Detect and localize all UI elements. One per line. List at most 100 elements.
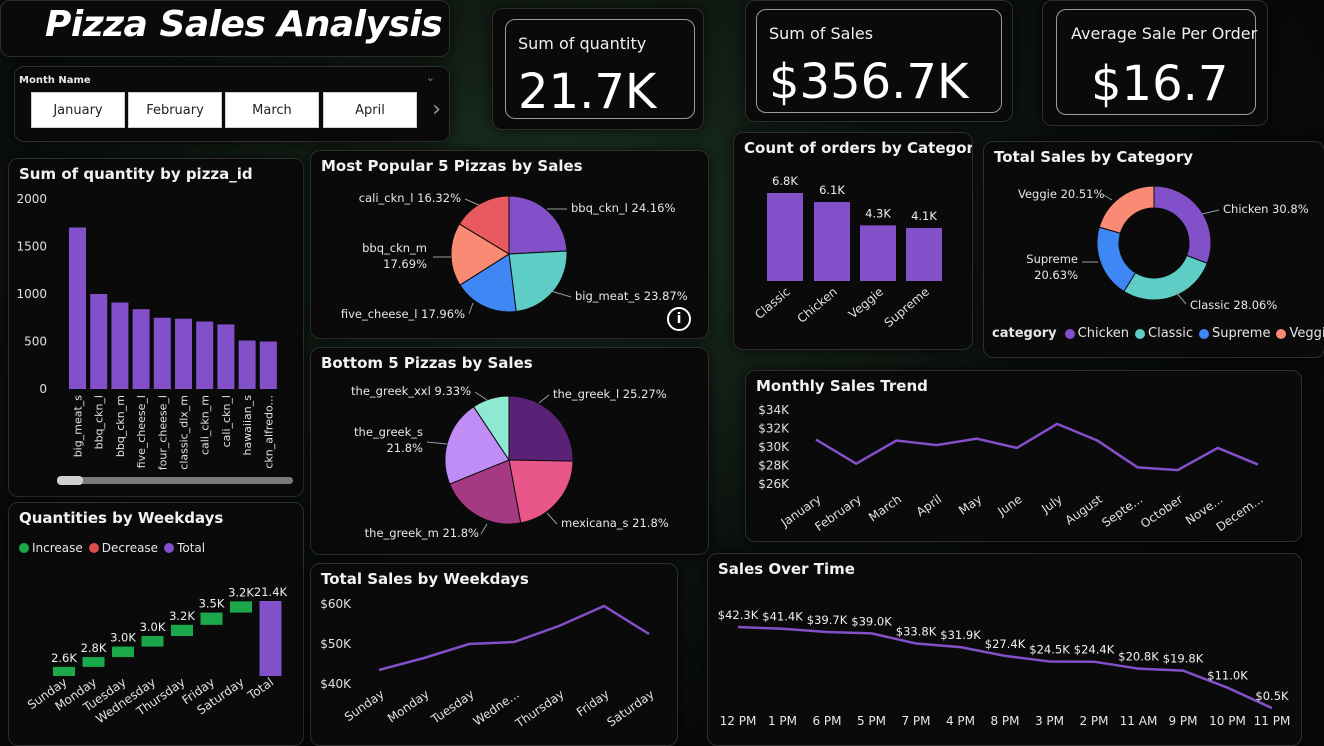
month-button-january[interactable]: January xyxy=(31,92,125,128)
x-tick-label: cali_ckn_l xyxy=(220,395,233,447)
slice-label-the_greek_xxl: the_greek_xxl 9.33% xyxy=(351,384,471,398)
slice-five_cheese_l xyxy=(459,253,517,313)
x-tick-label: 7 PM xyxy=(901,714,930,728)
legend-veggie: Veggie xyxy=(1289,326,1324,341)
data-label: $19.8K xyxy=(1163,652,1204,666)
month-button-february[interactable]: February xyxy=(128,92,222,128)
sales-by-category-title: Total Sales by Category xyxy=(994,148,1194,166)
data-label: $31.9K xyxy=(940,628,981,642)
legend-chicken: Chicken xyxy=(1077,326,1130,341)
data-label: 2.8K xyxy=(81,641,107,655)
bar-Wednesday xyxy=(141,636,164,647)
slice-label-mexicana_s: mexicana_s 21.8% xyxy=(561,516,669,530)
leader-line xyxy=(474,391,488,401)
sales-over-time-card: Sales Over Time $42.3K 12 PM $41.4K 1 PM $39… xyxy=(707,553,1302,746)
kpi-quantity-label: Sum of quantity xyxy=(518,34,647,53)
slice-label-the_greek_s-pct: 21.8% xyxy=(386,441,423,455)
x-tick-label: October xyxy=(1138,492,1185,531)
legend-classic-swatch xyxy=(1135,328,1146,339)
sales-over-time-chart: $42.3K 12 PM $41.4K 1 PM $39.7K 6 PM $39.0K 5 P… xyxy=(718,608,1291,728)
slicer-dropdown-icon[interactable]: ⌄ xyxy=(425,71,435,84)
x-tick-label: April xyxy=(914,492,945,519)
slicer-label: Month Name xyxy=(19,75,91,86)
qty-by-pizza-card: Sum of quantity by pizza_id 0 500 1000 1500… xyxy=(8,158,304,497)
x-tick-label: ckn_alfredo... xyxy=(262,395,275,469)
x-tick-label: Tuesday xyxy=(428,687,477,727)
sales-by-category-donut: Chicken 30.8% Classic 28.06% Supreme 20.63%… xyxy=(1018,185,1309,312)
leader-line xyxy=(1175,291,1187,305)
month-slicer[interactable]: Month Name ⌄ January February March Apri… xyxy=(14,66,450,142)
y-tick-label: 1000 xyxy=(16,287,47,301)
bar-four_cheese_l xyxy=(153,317,171,389)
slice-label-the_greek_l: the_greek_l 25.27% xyxy=(553,387,667,401)
x-tick-label: 4 PM xyxy=(946,714,975,728)
slice-label-cali_ckn_l: cali_ckn_l 16.32% xyxy=(359,191,461,205)
x-tick-label: Wedne... xyxy=(471,687,522,729)
x-tick-label: 5 PM xyxy=(857,714,886,728)
x-tick-label: Friday xyxy=(574,687,612,719)
x-tick-label: bbq_ckn_l xyxy=(93,395,106,449)
x-tick-label: 8 PM xyxy=(990,714,1019,728)
info-icon[interactable]: i xyxy=(667,307,691,331)
chevron-right-icon[interactable]: › xyxy=(432,97,441,122)
monthly-trend-title: Monthly Sales Trend xyxy=(756,377,928,395)
legend-decrease-swatch xyxy=(88,543,99,553)
bar-classic_dlx_m xyxy=(175,318,192,389)
orders-by-category-title: Count of orders by Category xyxy=(744,139,973,157)
data-label: $33.8K xyxy=(896,624,937,638)
slice-Veggie xyxy=(1098,185,1155,234)
data-label: $39.0K xyxy=(851,614,892,628)
data-label: $41.4K xyxy=(762,610,803,624)
data-label: 3.2K xyxy=(169,609,195,623)
slice-label-classic: Classic 28.06% xyxy=(1190,298,1277,312)
y-tick-label: $60K xyxy=(320,597,352,611)
y-tick-label: $26K xyxy=(758,477,790,491)
bar-big_meat_s xyxy=(69,227,86,389)
bottom5-pie-chart: the_greek_l 25.27% mexicana_s 21.8% the_gr… xyxy=(351,384,669,540)
bar-bbq_ckn_l xyxy=(90,294,108,389)
x-tick-label: Saturday xyxy=(604,687,656,729)
kpi-sales-card: Sum of Sales $356.7K xyxy=(745,0,1013,122)
y-tick-label: 500 xyxy=(24,335,47,349)
data-label: $27.4K xyxy=(985,637,1026,651)
horizontal-scrollbar[interactable] xyxy=(57,476,293,485)
bar-Saturday xyxy=(230,601,252,613)
sales-weekdays-chart: $40K $50K $60K SundayMondayTuesdayWedne...T… xyxy=(320,597,657,731)
x-tick-label: classic_dlx_m xyxy=(178,395,191,470)
legend-supreme-swatch xyxy=(1199,328,1209,339)
kpi-quantity-value: 21.7K xyxy=(518,64,657,120)
slice-label-bbq_ckn_m-pct: 17.69% xyxy=(383,257,427,271)
qty-weekdays-waterfall: 2.6KSunday2.8KMonday3.0KTuesday3.0KWedne… xyxy=(25,585,288,726)
x-tick-label: May xyxy=(956,492,984,518)
title-card: Pizza Sales Analysis xyxy=(0,0,450,57)
slice-Chicken xyxy=(1153,185,1212,264)
legend-total-swatch xyxy=(164,543,175,553)
slice-bbq_ckn_l xyxy=(508,195,568,255)
x-tick-label: March xyxy=(866,492,904,524)
bar-Supreme xyxy=(906,227,942,281)
bar-bbq_ckn_m xyxy=(111,302,129,389)
qty-by-pizza-title: Sum of quantity by pizza_id xyxy=(19,165,253,183)
kpi-avg-card: Average Sale Per Order $16.7 xyxy=(1042,0,1268,126)
bar-Friday xyxy=(200,612,223,625)
y-tick-label: 1500 xyxy=(16,240,47,254)
month-button-april[interactable]: April xyxy=(323,92,417,128)
leader-line xyxy=(468,302,474,315)
orders-by-category-card: Count of orders by Category 6.8K Classic 6… xyxy=(733,132,973,350)
data-label: $39.7K xyxy=(807,613,848,627)
bar-Veggie xyxy=(860,225,896,281)
slice-mexicana_s xyxy=(508,459,574,524)
x-tick-label: 11 AM xyxy=(1120,714,1158,728)
sales-over-time-title: Sales Over Time xyxy=(718,560,855,578)
bar-Tuesday xyxy=(112,646,134,658)
data-label: $20.8K xyxy=(1118,650,1159,664)
slice-Supreme xyxy=(1096,226,1137,293)
month-button-march[interactable]: March xyxy=(225,92,319,128)
scrollbar-thumb[interactable] xyxy=(57,476,83,485)
bar-Thursday xyxy=(171,624,193,637)
leader-line xyxy=(1201,209,1220,215)
slice-label-bbq_ckn_m: bbq_ckn_m xyxy=(362,241,427,255)
data-label: 3.2K xyxy=(228,585,254,599)
bar-hawaiian_s xyxy=(238,340,256,389)
